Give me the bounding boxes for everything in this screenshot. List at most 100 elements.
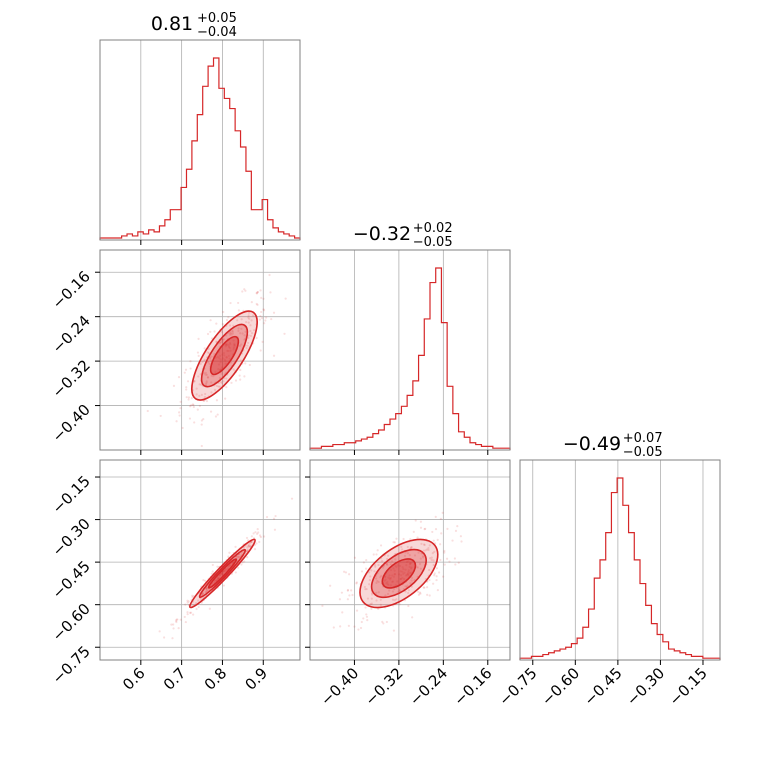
sample-point xyxy=(360,620,363,624)
sample-point xyxy=(186,613,189,616)
density-contour-2 xyxy=(200,323,249,388)
sample-point xyxy=(432,539,435,542)
sample-point xyxy=(393,573,397,576)
sample-point xyxy=(355,609,359,612)
sample-point xyxy=(196,408,199,411)
sample-point xyxy=(376,579,379,583)
sample-point xyxy=(188,405,192,408)
sample-point xyxy=(393,569,396,572)
axes-frame xyxy=(309,459,511,661)
sample-point xyxy=(434,515,437,518)
sample-point xyxy=(350,589,353,592)
sample-point xyxy=(227,345,231,349)
sample-point xyxy=(384,594,387,597)
sample-point xyxy=(246,344,249,347)
sample-point xyxy=(395,598,398,601)
sample-point xyxy=(229,301,232,305)
sample-point xyxy=(374,564,377,567)
sample-point xyxy=(388,574,391,577)
sample-point xyxy=(402,567,405,571)
sample-point xyxy=(385,620,388,624)
sample-point xyxy=(346,598,349,601)
sample-point xyxy=(412,530,415,533)
sample-point xyxy=(220,381,223,385)
sample-point xyxy=(375,599,378,602)
sample-point xyxy=(373,570,376,573)
sample-point xyxy=(254,531,257,534)
sample-point xyxy=(238,374,241,377)
sample-point xyxy=(247,316,250,319)
sample-point xyxy=(394,564,397,567)
sample-point xyxy=(215,384,218,387)
sample-point xyxy=(407,570,410,574)
sample-point xyxy=(375,577,378,580)
sample-point xyxy=(396,564,399,567)
sample-point xyxy=(402,537,405,541)
sample-point xyxy=(228,332,231,335)
sample-point xyxy=(175,620,178,624)
sample-point xyxy=(258,534,262,537)
sample-point xyxy=(368,578,372,582)
sample-point xyxy=(392,567,395,570)
density-contour-3 xyxy=(381,558,417,589)
sample-point xyxy=(224,397,227,400)
sample-point xyxy=(399,577,402,581)
sample-point xyxy=(389,576,393,580)
sample-point xyxy=(432,582,435,585)
sample-point xyxy=(226,568,229,571)
sample-point xyxy=(343,570,346,573)
axes-frame xyxy=(99,459,301,661)
sample-point xyxy=(408,563,411,566)
sample-point xyxy=(435,567,439,570)
sample-point xyxy=(355,582,358,585)
sample-point xyxy=(417,590,420,593)
sample-point xyxy=(219,354,222,357)
sample-point xyxy=(398,603,401,606)
sample-point xyxy=(419,520,423,523)
sample-point xyxy=(348,594,351,597)
sample-point xyxy=(290,497,294,500)
sample-point xyxy=(346,588,350,592)
sample-point xyxy=(224,345,227,348)
sample-point xyxy=(225,318,229,322)
sample-point xyxy=(426,548,429,551)
sample-point xyxy=(223,358,226,361)
sample-point xyxy=(408,572,412,575)
sample-point xyxy=(217,576,221,580)
sample-point xyxy=(214,370,217,374)
x-tick-label: −0.75 xyxy=(495,664,540,709)
sample-point xyxy=(386,592,390,596)
sample-point xyxy=(338,598,342,601)
sample-point xyxy=(264,316,268,319)
sample-point xyxy=(205,590,208,593)
sample-point xyxy=(427,546,430,550)
sample-point xyxy=(175,420,178,423)
sample-point xyxy=(207,352,210,355)
sample-point xyxy=(403,571,406,574)
panel-title-median: 0.81 xyxy=(151,13,193,35)
sample-point xyxy=(221,353,224,356)
sample-point xyxy=(255,336,258,340)
sample-point xyxy=(252,532,255,535)
sample-point xyxy=(234,545,237,549)
sample-point xyxy=(191,594,194,597)
sample-point xyxy=(385,557,389,560)
sample-point xyxy=(401,548,404,551)
y-tick-label: −0.30 xyxy=(49,515,94,560)
sample-point xyxy=(265,515,269,519)
histogram-step-line xyxy=(519,477,721,660)
sample-point xyxy=(386,554,390,557)
sample-point xyxy=(202,359,206,362)
sample-point xyxy=(391,590,395,593)
density-contour-1 xyxy=(359,538,439,609)
sample-point xyxy=(198,394,201,397)
sample-point xyxy=(442,575,445,578)
sample-point xyxy=(237,329,240,332)
sample-point xyxy=(222,584,225,587)
sample-point xyxy=(451,539,454,542)
sample-point xyxy=(454,563,457,566)
sample-point xyxy=(222,380,225,383)
sample-point xyxy=(184,603,187,606)
sample-point xyxy=(363,585,367,589)
sample-point xyxy=(187,600,190,603)
